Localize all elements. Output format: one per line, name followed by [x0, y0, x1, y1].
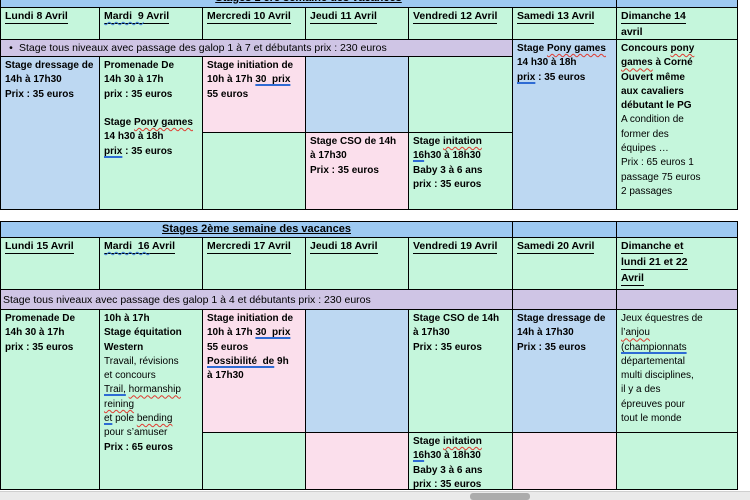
t2-cell-vendredi-promenade[interactable]: Promenade De 14h 30 à 17h prix : 35 euro…	[1, 310, 100, 490]
t1-header-mercredi[interactable]: Mercredi 10 Avril	[203, 8, 306, 40]
t2-cell-mardi-empty[interactable]	[306, 310, 409, 433]
t2-band-dimanche-empty[interactable]	[617, 290, 738, 310]
t1-cell-mercredi-empty[interactable]	[409, 57, 513, 133]
t2-cell-lundi-initiation[interactable]: Stage initiation de 10h à 17h 30 prix 55…	[203, 310, 306, 433]
t2-title-spacer-2[interactable]	[617, 222, 738, 238]
t1-cell-dimanche-concours[interactable]: Concours pony games à Corné Ouvert même …	[617, 40, 738, 210]
table-week2: Stages 2ème semaine des vacances Lundi 1…	[0, 221, 738, 490]
t2-band-samedi-empty[interactable]	[513, 290, 617, 310]
t1-cell-lundi-initiation[interactable]: Stage initiation de 10h à 17h 30 prix 55…	[203, 57, 306, 133]
t2-title: Stages 2ème semaine des vacances	[162, 223, 351, 235]
t2-cell-mercredi-baby[interactable]: Stage initation 16h30 à 18h30 Baby 3 à 6…	[409, 433, 513, 490]
t2-cell-samedi-western[interactable]: 10h à 17h Stage équitation Western Trava…	[100, 310, 203, 490]
t2-band-all-levels[interactable]: Stage tous niveaux avec passage des galo…	[1, 290, 513, 310]
t1-cell-mardi-empty[interactable]	[306, 57, 409, 133]
t1-header-lundi[interactable]: Lundi 8 Avril	[1, 8, 100, 40]
t1-header-vendredi[interactable]: Vendredi 12 Avril	[409, 8, 513, 40]
t2-cell-dimanche-empty-b[interactable]	[617, 433, 738, 490]
t1-band-all-levels[interactable]: • Stage tous niveaux avec passage des gal…	[1, 40, 513, 57]
t2-header-vendredi[interactable]: Vendredi 19 Avril	[409, 238, 513, 290]
scrollbar-thumb[interactable]	[470, 493, 530, 500]
t1-header-jeudi[interactable]: Jeudi 11 Avril	[306, 8, 409, 40]
t2-cell-jeudi-empty-b[interactable]	[513, 433, 617, 490]
t1-header-dimanche[interactable]: Dimanche 14 avril	[617, 8, 738, 40]
table-week1: Stages 1 ère semaine des vacances Lundi …	[0, 0, 738, 210]
t1-cell-samedi-pony-games[interactable]: Stage Pony games 14 h30 à 18h prix : 35 …	[513, 40, 617, 210]
t2-cell-lundi-empty[interactable]	[203, 433, 306, 490]
t2-cell-jeudi-dressage[interactable]: Stage dressage de 14h à 17h30 Prix : 35 …	[513, 310, 617, 433]
t2-title-spacer-1[interactable]	[513, 222, 617, 238]
t1-cell-mercredi-baby[interactable]: Stage initation 16h30 à 18h30 Baby 3 à 6…	[409, 133, 513, 210]
t1-cell-lundi-empty[interactable]	[203, 133, 306, 210]
t2-header-dimanche-lundi[interactable]: Dimanche et lundi 21 et 22 Avril	[617, 238, 738, 290]
t2-cell-dimanche-jeux[interactable]: Jeux équestres de l’anjou (championnats …	[617, 310, 738, 433]
horizontal-scrollbar[interactable]	[0, 491, 750, 500]
t1-header-mardi[interactable]: Mardi 9 Avril	[100, 8, 203, 40]
t2-title-cell[interactable]: Stages 2ème semaine des vacances	[1, 222, 513, 238]
t1-cell-mardi-cso[interactable]: Stage CSO de 14h à 17h30 Prix : 35 euros	[306, 133, 409, 210]
t1-title-spacer[interactable]	[617, 0, 738, 8]
t2-cell-mercredi-cso[interactable]: Stage CSO de 14h à 17h30 Prix : 35 euros	[409, 310, 513, 433]
t1-title: Stages 1 ère semaine des vacances	[215, 0, 402, 5]
t1-title-cell[interactable]: Stages 1 ère semaine des vacances	[1, 0, 617, 8]
t2-cell-mardi-empty-b[interactable]	[306, 433, 409, 490]
bullet-icon: •	[9, 42, 13, 55]
t2-header-lundi[interactable]: Lundi 15 Avril	[1, 238, 100, 290]
t1-cell-jeudi-dressage[interactable]: Stage dressage de 14h à 17h30 Prix : 35 …	[1, 57, 100, 210]
t2-header-mercredi[interactable]: Mercredi 17 Avril	[203, 238, 306, 290]
t2-header-jeudi[interactable]: Jeudi 18 Avril	[306, 238, 409, 290]
t1-cell-vendredi-promenade[interactable]: Promenade De 14h 30 à 17h prix : 35 euro…	[100, 57, 203, 210]
t1-header-samedi[interactable]: Samedi 13 Avril	[513, 8, 617, 40]
t2-header-samedi[interactable]: Samedi 20 Avril	[513, 238, 617, 290]
t2-header-mardi[interactable]: Mardi 16 Avril	[100, 238, 203, 290]
